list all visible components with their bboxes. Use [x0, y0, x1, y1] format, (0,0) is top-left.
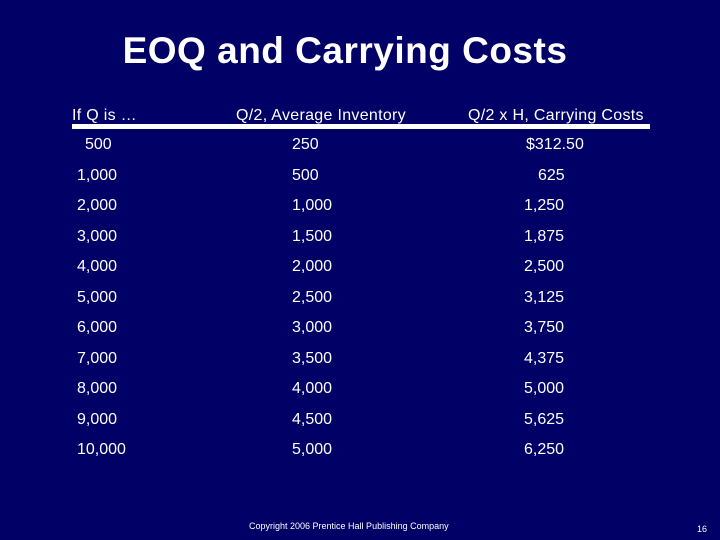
table-cell-r5-c1: 2,500	[292, 288, 333, 306]
column-header-q: If Q is …	[72, 107, 137, 124]
table-cell-r9-c0: 9,000	[77, 410, 118, 428]
table-cell-r2-c0: 2,000	[77, 197, 118, 214]
column-header-average-inventory: Q/2, Average Inventory	[236, 107, 406, 124]
table-cell-r4-c1: 2,000	[292, 258, 333, 275]
table-cell-r5-c2: 3,125	[524, 288, 565, 306]
table-cell-r8-c2: 5,000	[524, 380, 565, 397]
table-cell-r6-c2: 3,750	[524, 319, 565, 336]
table-cell-r10-c0: 10,000	[77, 441, 126, 458]
table-cell-r10-c1: 5,000	[292, 441, 333, 458]
table-cell-r3-c1: 1,500	[292, 227, 333, 245]
table-cell-r9-c2: 5,625	[524, 410, 565, 428]
table-cell-r8-c1: 4,000	[292, 380, 333, 397]
table-cell-r0-c1: 250	[292, 136, 319, 153]
table-cell-r3-c0: 3,000	[77, 227, 118, 245]
table-cell-r2-c1: 1,000	[292, 197, 333, 214]
table-cell-r6-c0: 6,000	[77, 319, 118, 336]
table-cell-r7-c1: 3,500	[292, 349, 333, 367]
column-header-carrying-costs: Q/2 x H, Carrying Costs	[468, 107, 644, 124]
table-cell-r5-c0: 5,000	[77, 288, 118, 306]
table-cell-r8-c0: 8,000	[77, 380, 118, 397]
table-cell-r0-c0: 500	[85, 136, 112, 153]
table-cell-r7-c2: 4,375	[524, 349, 565, 367]
table-cell-r3-c2: 1,875	[524, 227, 565, 245]
table-cell-r1-c2: 625	[538, 166, 565, 184]
table-cell-r2-c2: 1,250	[524, 197, 565, 214]
table-cell-r1-c1: 500	[292, 166, 319, 184]
table-cell-r1-c0: 1,000	[77, 166, 118, 184]
table-cell-r10-c2: 6,250	[524, 441, 565, 458]
table-cell-r4-c0: 4,000	[77, 258, 118, 275]
header-divider	[72, 124, 650, 129]
copyright-footer: Copyright 2006 Prentice Hall Publishing …	[249, 521, 449, 531]
table-cell-r4-c2: 2,500	[524, 258, 565, 275]
table-cell-r7-c0: 7,000	[77, 349, 118, 367]
slide-title: EOQ and Carrying Costs	[122, 30, 568, 71]
table-cell-r0-c2: $312.50	[526, 136, 584, 153]
table-cell-r9-c1: 4,500	[292, 410, 333, 428]
page-number: 16	[697, 524, 708, 534]
table-cell-r6-c1: 3,000	[292, 319, 333, 336]
